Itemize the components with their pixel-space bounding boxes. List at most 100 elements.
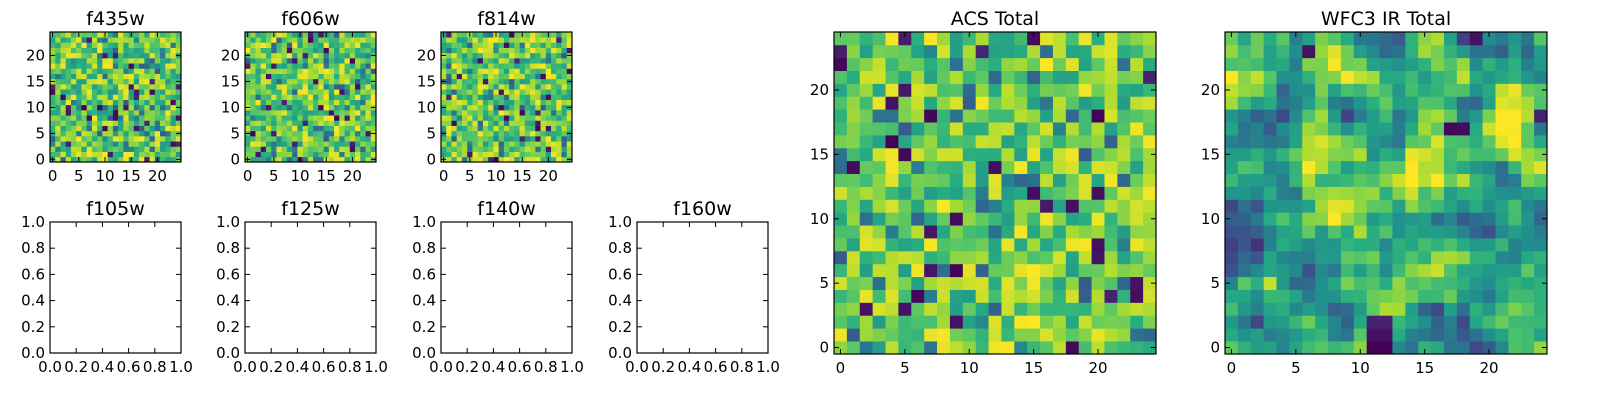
heatmap-cell — [265, 42, 272, 48]
heatmap-cell — [530, 63, 536, 69]
heatmap-cell — [302, 58, 309, 64]
heatmap-cell — [535, 47, 541, 54]
heatmap-cell — [1040, 186, 1054, 200]
heatmap-cell — [451, 47, 458, 54]
heatmap-cell — [139, 68, 145, 74]
heatmap-cell — [334, 99, 340, 106]
heatmap-cell — [1040, 173, 1054, 187]
heatmap-cell — [1482, 225, 1496, 239]
heatmap-cell — [349, 104, 356, 111]
heatmap-cell — [834, 173, 848, 187]
heatmap-cell — [846, 199, 861, 213]
heatmap-cell — [1405, 122, 1419, 136]
heatmap-cell — [1104, 341, 1118, 355]
heatmap-cell — [307, 52, 314, 59]
heatmap-cell — [128, 99, 135, 106]
heatmap-cell — [1237, 32, 1252, 46]
heatmap-cell — [1521, 109, 1535, 123]
heatmap-cell — [1276, 186, 1290, 200]
heatmap-cell — [1508, 135, 1522, 149]
heatmap-cell — [1534, 263, 1548, 278]
y-tick-label: 1.0 — [216, 213, 240, 231]
heatmap-cell — [524, 110, 531, 116]
heatmap-cell — [1495, 109, 1509, 123]
heatmap-cell — [265, 58, 272, 64]
heatmap-cell — [107, 84, 114, 90]
heatmap-cell — [1117, 186, 1131, 200]
heatmap-cell — [1001, 147, 1015, 162]
heatmap-cell — [556, 110, 562, 116]
heatmap-cell — [165, 94, 171, 100]
heatmap-cell — [924, 238, 938, 252]
heatmap-cell — [297, 58, 303, 64]
heatmap-cell — [1276, 122, 1290, 136]
heatmap-cell — [286, 125, 293, 132]
heatmap-cell — [461, 52, 468, 59]
heatmap-cell — [149, 125, 156, 132]
heatmap-cell — [76, 99, 82, 106]
heatmap-cell — [885, 70, 899, 84]
heatmap-cell — [467, 63, 473, 69]
heatmap-cell — [545, 146, 552, 152]
y-tick-label: 0.0 — [412, 344, 436, 362]
heatmap-cell — [255, 156, 262, 163]
heatmap-cell — [1225, 199, 1239, 213]
heatmap-cell — [154, 84, 161, 90]
heatmap-cell — [302, 125, 309, 132]
heatmap-cell — [76, 89, 82, 95]
heatmap-cell — [1508, 57, 1522, 71]
heatmap-cell — [1353, 315, 1368, 329]
heatmap-cell — [540, 141, 547, 147]
heatmap-cell — [339, 146, 345, 152]
heatmap-cell — [524, 58, 531, 64]
heatmap-cell — [530, 104, 536, 111]
heatmap-cell — [493, 141, 499, 147]
heatmap-cell — [1508, 238, 1522, 252]
heatmap-cell — [962, 122, 977, 136]
heatmap-cell — [1534, 57, 1548, 71]
heatmap-cell — [265, 110, 272, 116]
heatmap-cell — [1130, 160, 1144, 175]
heatmap-cell — [1078, 173, 1092, 187]
heatmap-cell — [937, 212, 951, 226]
heatmap-cell — [128, 78, 135, 85]
heatmap-cell — [493, 125, 499, 132]
heatmap-cell — [911, 160, 925, 175]
heatmap-cell — [160, 141, 166, 147]
x-tick-label: 20 — [539, 167, 558, 185]
heatmap-cell — [175, 99, 182, 106]
heatmap-cell — [76, 47, 82, 54]
heatmap-cell — [1379, 70, 1393, 84]
heatmap-cell — [81, 125, 88, 132]
heatmap-cell — [107, 141, 114, 147]
x-tick-label: 0.0 — [38, 358, 62, 376]
heatmap-cell — [118, 42, 124, 48]
heatmap-cell — [170, 73, 177, 80]
heatmap-cell — [482, 141, 489, 147]
heatmap-cell — [859, 96, 873, 110]
heatmap-cell — [318, 136, 324, 142]
heatmap-cell — [859, 44, 873, 59]
heatmap-cell — [133, 73, 140, 80]
heatmap-cell — [1353, 341, 1368, 355]
heatmap-cell — [139, 42, 145, 48]
heatmap-cell — [344, 37, 351, 43]
heatmap-cell — [118, 156, 124, 163]
heatmap-cell — [846, 135, 861, 149]
heatmap-cell — [1001, 173, 1015, 187]
heatmap-cell — [86, 146, 93, 152]
heatmap-cell — [118, 141, 124, 147]
y-tick-label: 15 — [810, 145, 829, 163]
heatmap-cell — [540, 156, 547, 163]
heatmap-cell — [1482, 44, 1496, 59]
heatmap-cell — [962, 199, 977, 213]
heatmap-cell — [260, 32, 267, 38]
heatmap-cell — [1250, 328, 1264, 342]
heatmap-cell — [339, 89, 345, 95]
heatmap-cell — [472, 151, 479, 158]
heatmap-cell — [160, 136, 166, 142]
heatmap-cell — [1225, 135, 1239, 149]
subplot-title: f160w — [673, 198, 732, 220]
heatmap-cell — [286, 151, 293, 158]
heatmap-cell — [441, 120, 447, 126]
